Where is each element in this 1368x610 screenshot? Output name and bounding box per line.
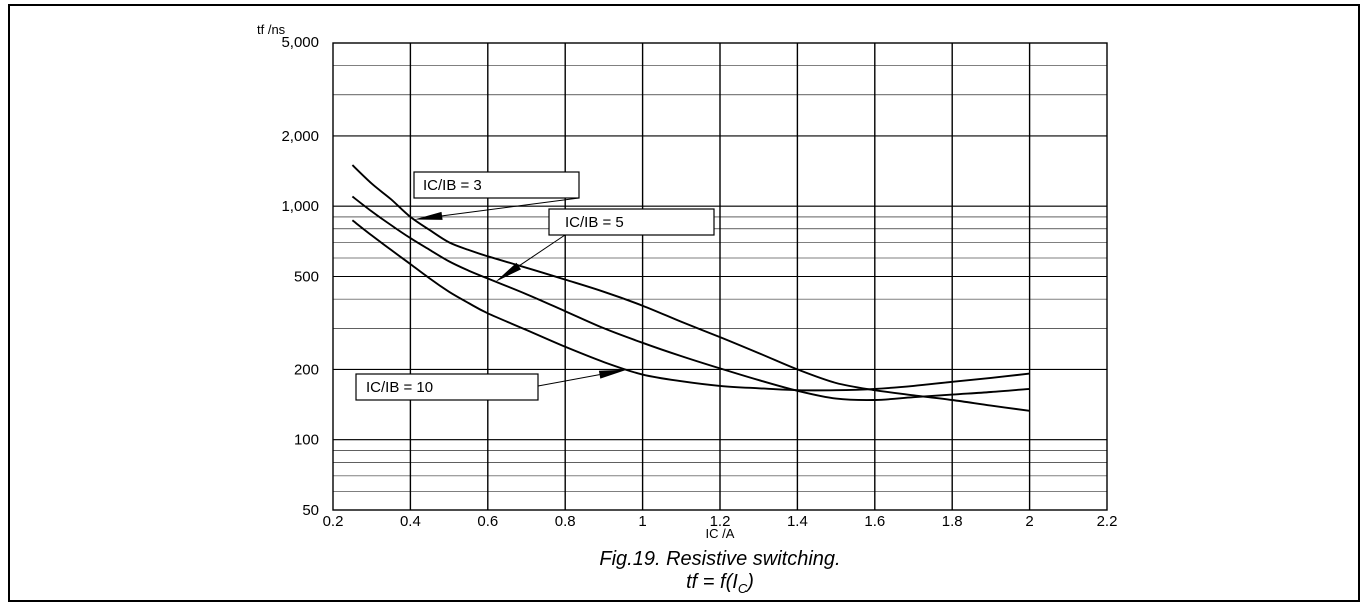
figure-frame <box>8 4 1360 602</box>
y-tick-label: 1,000 <box>281 198 319 215</box>
annotation-arrow-shaft <box>441 197 580 217</box>
figure-caption: Fig.19. Resistive switching. <box>599 548 840 570</box>
annotation-arrow-shaft <box>537 374 600 387</box>
formula-suffix: ) <box>745 571 754 593</box>
figure-formula: tf = f(IC) <box>686 571 754 596</box>
series-line-2 <box>351 195 1030 402</box>
annotation-label: IC/IB = 3 <box>423 177 482 194</box>
y-tick-labels: 50 100 200 500 1,000 2,000 5,000 <box>281 34 319 519</box>
annotation-arrow-head <box>598 369 628 379</box>
annotation-arrow-head <box>495 262 521 282</box>
annotation-box <box>355 373 539 401</box>
series-line-1 <box>351 164 1030 412</box>
annotation-label: IC/IB = 10 <box>366 379 433 396</box>
annotation-box <box>548 208 715 236</box>
series-line-3 <box>351 219 1030 392</box>
annotations: IC/IB = 3 IC/IB = 5 IC/IB = 10 <box>355 171 715 401</box>
x-tick-label: 1.4 <box>787 513 808 530</box>
series-layer <box>351 164 1030 412</box>
annotation-arrow-head <box>414 211 443 220</box>
formula-subscript: C <box>738 581 748 596</box>
y-tick-label: 5,000 <box>281 34 319 51</box>
x-tick-label: 1.8 <box>942 513 963 530</box>
x-tick-label: 2.2 <box>1097 513 1118 530</box>
x-tick-label: 2 <box>1025 513 1033 530</box>
y-tick-label: 50 <box>302 502 319 519</box>
y-tick-label: 500 <box>294 269 319 286</box>
annotation-label: IC/IB = 5 <box>565 214 624 231</box>
x-tick-label: 0.2 <box>323 513 344 530</box>
major-gridlines <box>333 43 1107 510</box>
x-axis-label: IC /A <box>706 526 735 541</box>
formula-prefix: tf = f(I <box>686 571 738 593</box>
y-tick-label: 200 <box>294 361 319 378</box>
y-axis-label: tf /ns <box>257 22 286 37</box>
x-tick-label: 1.6 <box>864 513 885 530</box>
annotation-arrow-shaft <box>518 234 566 267</box>
x-tick-labels: 0.2 0.4 0.6 0.8 1 1.2 1.4 1.6 1.8 2 2.2 <box>323 513 1118 530</box>
x-tick-label: 0.6 <box>477 513 498 530</box>
x-tick-label: 0.8 <box>555 513 576 530</box>
y-tick-label: 2,000 <box>281 128 319 145</box>
y-tick-label: 100 <box>294 432 319 449</box>
x-tick-label: 1 <box>638 513 646 530</box>
x-tick-label: 1.2 <box>710 513 731 530</box>
annotation-box <box>413 171 580 199</box>
x-tick-label: 0.4 <box>400 513 421 530</box>
